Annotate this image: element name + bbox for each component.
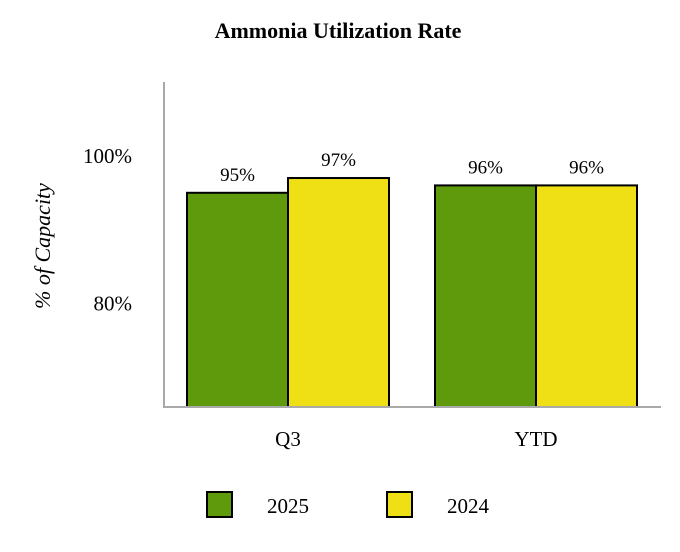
- y-tick-label: 100%: [83, 144, 132, 168]
- x-category-label: YTD: [514, 427, 557, 451]
- bar-2025-YTD: [434, 184, 537, 408]
- chart-title: Ammonia Utilization Rate: [215, 18, 462, 43]
- bar-2025-Q3: [186, 191, 289, 408]
- bar-2024-YTD: [535, 184, 638, 408]
- data-label: 95%: [220, 165, 255, 186]
- bars: 95% 97% 96% 96%: [186, 150, 638, 408]
- y-axis-ticks: 100% 80%: [83, 144, 132, 316]
- legend-label: 2024: [447, 494, 490, 518]
- x-axis-categories: Q3 YTD: [275, 427, 557, 451]
- data-label: 97%: [321, 150, 356, 171]
- bar-2024-Q3: [287, 177, 390, 408]
- x-category-label: Q3: [275, 427, 301, 451]
- legend-label: 2025: [267, 494, 309, 518]
- data-label: 96%: [569, 157, 604, 178]
- y-tick-label: 80%: [94, 292, 133, 316]
- data-label: 96%: [468, 157, 503, 178]
- legend-swatch-2024: [386, 491, 413, 518]
- legend-swatch-2025: [206, 491, 233, 518]
- y-axis-label: % of Capacity: [30, 183, 55, 309]
- legend: 2025 2024: [206, 491, 490, 518]
